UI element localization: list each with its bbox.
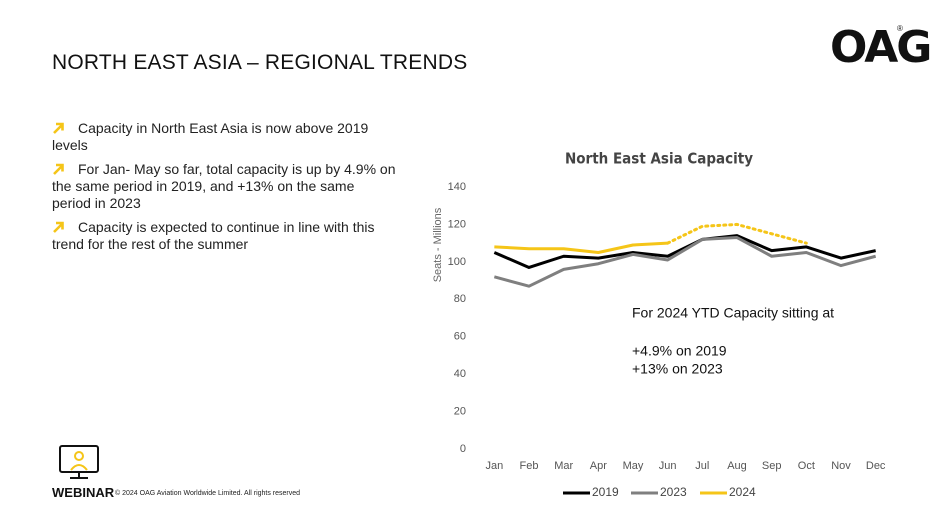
y-tick-label: 40 — [454, 368, 466, 380]
legend-label: 2019 — [592, 485, 619, 499]
annotation: +13% on 2023 — [632, 361, 723, 377]
x-tick-label: May — [623, 460, 644, 472]
y-tick-label: 140 — [448, 181, 466, 193]
x-tick-label: Apr — [590, 460, 607, 472]
x-tick-label: Nov — [831, 460, 851, 472]
x-tick-label: Dec — [866, 460, 886, 472]
annotation: +4.9% on 2019 — [632, 343, 727, 359]
arrow-icon — [53, 221, 64, 233]
y-tick-label: 100 — [448, 256, 466, 268]
y-axis-label: Seats - Millions — [432, 207, 444, 282]
x-tick-label: Sep — [762, 460, 782, 472]
series-line — [493, 234, 876, 269]
bullet-text: Capacity is expected to continue in line… — [52, 219, 375, 252]
y-tick-label: 120 — [448, 218, 466, 230]
x-tick-label: Jul — [695, 460, 709, 472]
bullet-list: Capacity in North East Asia is now above… — [52, 120, 397, 260]
bullet: Capacity is expected to continue in line… — [52, 219, 397, 253]
logo: OAG — [830, 22, 932, 73]
arrow-icon — [53, 163, 64, 175]
y-tick-label: 80 — [454, 293, 466, 305]
x-tick-label: Jun — [659, 460, 677, 472]
bullet-arrow — [52, 161, 78, 178]
bullet-arrow — [52, 219, 78, 236]
chart-title: North East Asia Capacity — [565, 150, 753, 168]
series-line-dashed — [666, 222, 808, 245]
bullet-text: Capacity in North East Asia is now above… — [52, 120, 369, 153]
footer-brand: WEBINAR — [52, 485, 115, 500]
arrow-icon — [53, 122, 64, 134]
logo-symbol: ® — [897, 24, 903, 33]
bullet: For Jan- May so far, total capacity is u… — [52, 161, 397, 212]
legend-label: 2024 — [729, 485, 756, 499]
x-tick-label: Aug — [727, 460, 747, 472]
bullet-arrow — [52, 120, 78, 137]
legend-label: 2023 — [660, 485, 687, 499]
y-tick-label: 60 — [454, 331, 466, 343]
x-tick-label: Mar — [554, 460, 573, 472]
bullet: Capacity in North East Asia is now above… — [52, 120, 397, 154]
y-tick-label: 20 — [454, 405, 466, 417]
slide-title: NORTH EAST ASIA – REGIONAL TRENDS — [52, 51, 468, 74]
series-line — [493, 236, 877, 288]
webinar-icon — [59, 445, 99, 479]
x-tick-label: Oct — [798, 460, 815, 472]
annotation: For 2024 YTD Capacity sitting at — [632, 305, 834, 321]
y-tick-label: 0 — [460, 443, 466, 455]
copyright: © 2024 OAG Aviation Worldwide Limited. A… — [115, 490, 301, 497]
x-tick-label: Feb — [520, 460, 539, 472]
series-line — [494, 241, 668, 254]
x-tick-label: Jan — [485, 460, 503, 472]
bullet-text: For Jan- May so far, total capacity is u… — [52, 161, 396, 211]
